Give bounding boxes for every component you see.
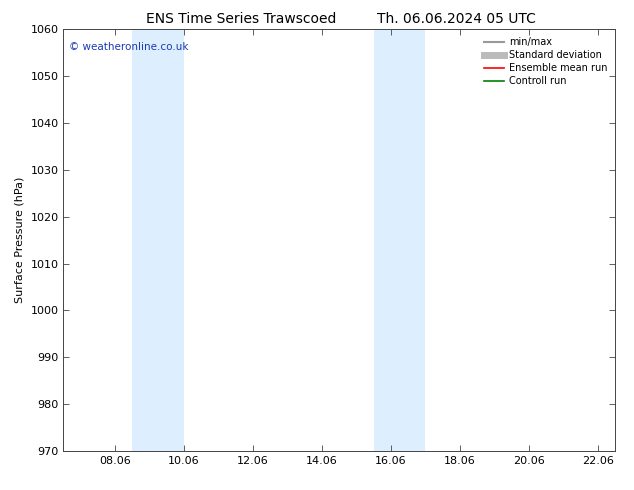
Y-axis label: Surface Pressure (hPa): Surface Pressure (hPa) [15,177,25,303]
Bar [373,29,425,451]
Text: ENS Time Series Trawscoed: ENS Time Series Trawscoed [146,12,336,26]
Text: Th. 06.06.2024 05 UTC: Th. 06.06.2024 05 UTC [377,12,536,26]
Text: © weatheronline.co.uk: © weatheronline.co.uk [69,42,188,52]
Legend: min/max, Standard deviation, Ensemble mean run, Controll run: min/max, Standard deviation, Ensemble me… [481,34,610,89]
Bar [133,29,184,451]
